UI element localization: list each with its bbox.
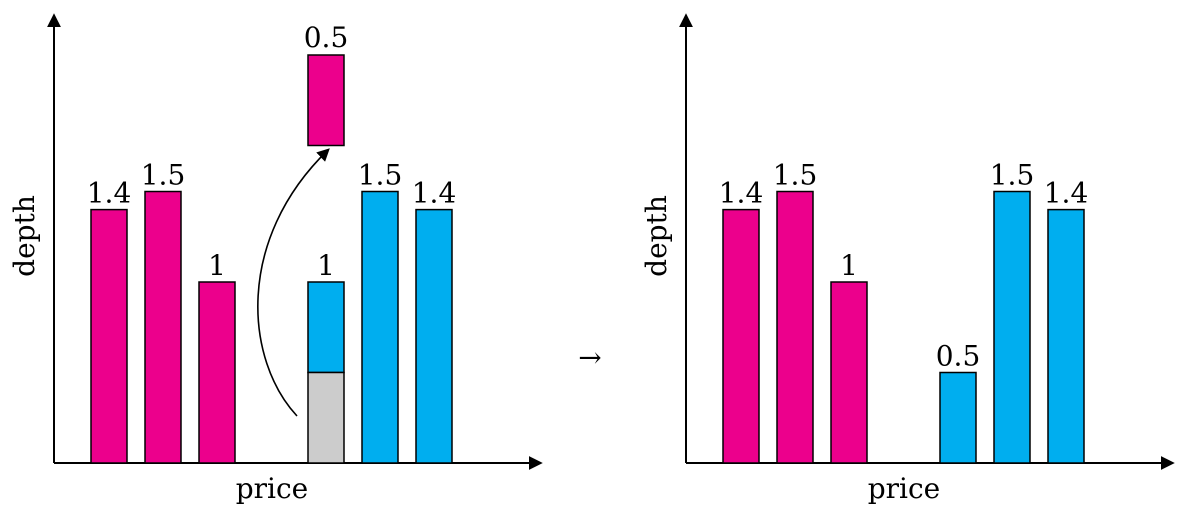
- bid-bar: [830, 281, 868, 464]
- bar-value-label: 1.5: [141, 159, 186, 192]
- ask-bar: [1047, 208, 1085, 464]
- y-axis-label: depth: [640, 195, 673, 277]
- bid-bar: [90, 208, 128, 464]
- panel-after: price depth 1.4 1.5 1 0.5 1.5 1.4: [640, 13, 1175, 505]
- ask-bar: [361, 190, 399, 464]
- bar-value-label: 1: [317, 249, 335, 282]
- bid-bar: [144, 190, 182, 464]
- ask-bar: [415, 208, 453, 464]
- bid-bar: [776, 190, 814, 464]
- bar-value-label: 1.5: [773, 159, 818, 192]
- bar-value-label: 1.4: [87, 177, 132, 210]
- bid-bar: [722, 208, 760, 464]
- bar-value-label: 1.4: [412, 177, 457, 210]
- moved-order-bar: [307, 54, 345, 147]
- bar-value-label: 0.5: [936, 340, 981, 373]
- moved-order-label: 0.5: [304, 21, 349, 54]
- ask-bar: [307, 281, 345, 374]
- move-arrow-curve: [257, 148, 330, 417]
- bar-value-label: 1.4: [1044, 177, 1089, 210]
- moved-order: 0.5: [304, 21, 349, 147]
- removed-portion: [307, 371, 345, 464]
- bars-group: 1.4 1.5 1 1 1.5 1.4: [87, 159, 457, 464]
- bar-value-label: 1: [840, 249, 858, 282]
- transition-arrow: →: [578, 341, 601, 374]
- y-axis-label: depth: [8, 195, 41, 277]
- ask-bar: [993, 190, 1031, 464]
- ask-bar: [939, 371, 977, 464]
- bar-value-label: 1.5: [358, 159, 403, 192]
- bar-value-label: 1.5: [990, 159, 1035, 192]
- bar-value-label: 1.4: [719, 177, 764, 210]
- bar-value-label: 1: [208, 249, 226, 282]
- x-axis-label: price: [236, 472, 309, 505]
- bid-bar: [198, 281, 236, 464]
- bars-group: 1.4 1.5 1 0.5 1.5 1.4: [719, 159, 1089, 464]
- panel-before: price depth 1.4 1.5 1 1 1.5 1.4 0.5: [8, 13, 543, 505]
- x-axis-label: price: [868, 472, 941, 505]
